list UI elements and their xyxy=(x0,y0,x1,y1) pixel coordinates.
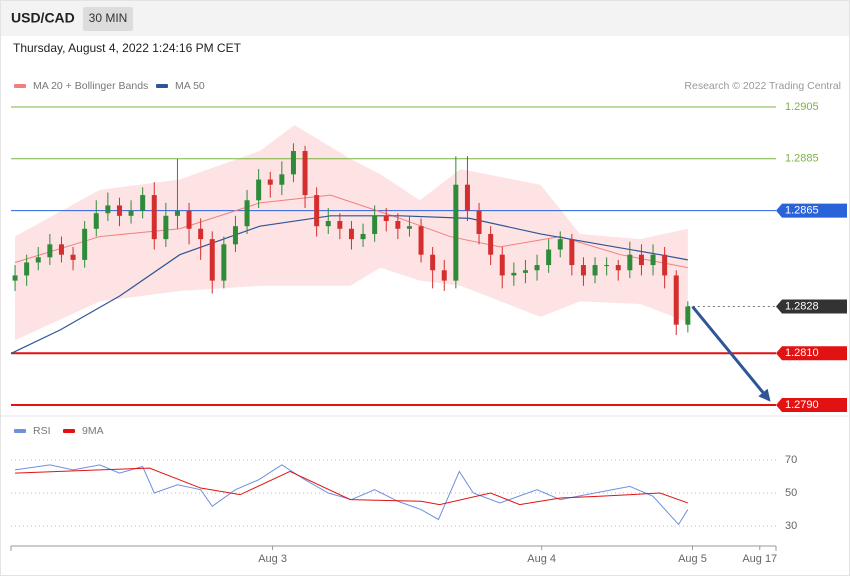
candle-body xyxy=(441,270,447,281)
level-label: 1.2810 xyxy=(785,347,819,359)
candle-body xyxy=(151,195,157,240)
x-tick-label: Aug 3 xyxy=(258,553,287,565)
legend-swatch xyxy=(14,429,26,433)
candle-body xyxy=(244,200,250,227)
legend-label: MA 50 xyxy=(175,80,205,92)
candle-body xyxy=(24,262,30,276)
forecast-arrow xyxy=(691,305,771,402)
rsi-line xyxy=(15,467,689,506)
candle-body xyxy=(267,179,273,185)
candle-body xyxy=(12,275,18,281)
candle-body xyxy=(290,151,296,175)
candle-body xyxy=(314,195,320,227)
candle-body xyxy=(488,233,494,255)
level-label: 1.2885 xyxy=(785,153,819,165)
candle-body xyxy=(116,205,122,216)
x-tick-label: Aug 17 xyxy=(742,553,777,565)
candle-body xyxy=(673,275,679,325)
candle-body xyxy=(546,249,552,266)
rsi-pane: 30 50 70 Aug 3 Aug 4 Aug 5 Aug 17 RSI 9MA xyxy=(10,425,797,565)
price-pane: 1.2905 1.2885 1.2865 1.2828 1.2810 1.2790 MA 2… xyxy=(11,80,847,413)
candle-body xyxy=(174,210,180,216)
candle-body xyxy=(534,265,540,271)
credit: Research © 2022 Trading Central xyxy=(684,80,841,92)
legend-swatch xyxy=(63,429,75,433)
candle-body xyxy=(604,265,610,267)
header-bar xyxy=(1,1,849,36)
candle-body xyxy=(592,265,598,276)
rsi-line xyxy=(14,464,689,526)
candle-body xyxy=(221,244,227,281)
y-tick-label: 30 xyxy=(785,520,797,532)
x-tick-label: Aug 4 xyxy=(527,553,556,565)
candle-body xyxy=(557,239,563,250)
level-tag xyxy=(776,346,847,361)
candle-body xyxy=(650,254,656,266)
candle-body xyxy=(348,228,354,240)
candle-body xyxy=(464,184,470,211)
candle-body xyxy=(627,254,633,271)
legend-label: MA 20 + Bollinger Bands xyxy=(33,80,148,92)
candle-body xyxy=(198,228,204,240)
candle-body xyxy=(685,306,691,325)
candle-body xyxy=(209,239,215,281)
level-label: 1.2790 xyxy=(785,399,819,411)
candle-body xyxy=(337,221,343,229)
level-label: 1.2865 xyxy=(785,205,819,217)
candle-body xyxy=(580,265,586,276)
level-label: 1.2905 xyxy=(785,101,819,113)
level-label: 1.2828 xyxy=(785,300,819,312)
level-tag xyxy=(776,398,847,413)
candle-body xyxy=(35,257,41,263)
level-tag xyxy=(776,299,847,314)
candle-body xyxy=(499,254,505,276)
level-tag xyxy=(776,203,847,218)
candle-body xyxy=(163,215,169,240)
candle-body xyxy=(383,215,389,222)
candle-body xyxy=(476,210,482,234)
candle-body xyxy=(325,221,331,227)
candle-body xyxy=(140,195,146,211)
legend-label: RSI xyxy=(33,425,51,437)
candle-body xyxy=(47,244,53,258)
candle-body xyxy=(662,254,668,276)
legend-label: 9MA xyxy=(82,425,104,437)
candle-body xyxy=(256,179,262,201)
candle-body xyxy=(186,210,192,229)
candle-body xyxy=(418,226,424,255)
interval-box xyxy=(83,7,133,31)
ma-line xyxy=(11,215,688,354)
legend-swatch xyxy=(14,84,26,88)
candle-body xyxy=(511,272,517,276)
candle-body xyxy=(360,233,366,240)
candle-body xyxy=(128,210,134,216)
candle-body xyxy=(569,239,575,266)
x-tick-label: Aug 5 xyxy=(678,553,707,565)
y-tick-label: 70 xyxy=(785,454,797,466)
symbol: USD/CAD xyxy=(11,10,75,26)
candle-body xyxy=(638,254,644,266)
interval: 30 MIN xyxy=(89,11,128,25)
candle-body xyxy=(279,174,285,185)
candle-body xyxy=(406,226,412,229)
candle-body xyxy=(302,151,308,196)
candle-body xyxy=(105,205,111,214)
legend-swatch xyxy=(156,84,168,88)
candle-body xyxy=(58,244,64,255)
y-tick-label: 50 xyxy=(785,487,797,499)
candle-body xyxy=(70,254,76,260)
candle-body xyxy=(82,228,88,260)
candle-body xyxy=(615,265,621,271)
candle-body xyxy=(430,254,436,271)
candle-body xyxy=(93,213,99,229)
candle-body xyxy=(453,184,459,281)
candle-body xyxy=(395,221,401,229)
candle-body xyxy=(522,270,528,273)
candle-body xyxy=(372,215,378,234)
timestamp: Thursday, August 4, 2022 1:24:16 PM CET xyxy=(13,41,242,55)
candle-body xyxy=(232,226,238,245)
